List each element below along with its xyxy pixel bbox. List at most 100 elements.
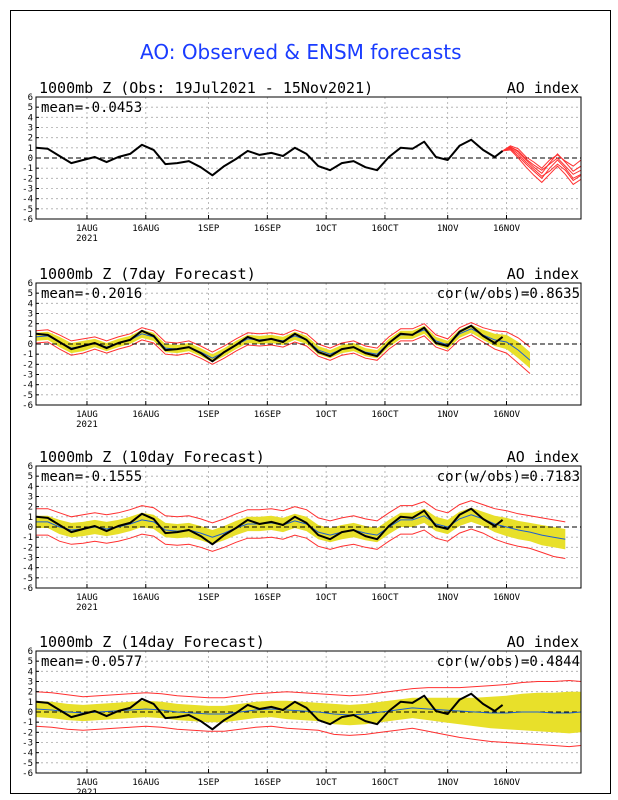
y-tick-label: 6 xyxy=(28,462,33,472)
ensemble-mean-line xyxy=(36,514,566,540)
observed-line xyxy=(36,138,504,177)
x-tick-label: 1OCT xyxy=(315,410,337,420)
y-tick-label: -3 xyxy=(22,371,33,381)
y-tick-label: -1 xyxy=(22,718,33,728)
x-tick-label: 16SEP xyxy=(254,410,282,420)
x-tick-label: 1NOV xyxy=(437,778,459,788)
panel-right-label: AO index xyxy=(507,265,579,283)
x-tick-label: 16AUG xyxy=(132,778,159,788)
y-tick-label: 2 xyxy=(28,320,33,330)
correlation-label: cor(w/obs)=0.7183 xyxy=(437,469,580,485)
ensemble-spread-band xyxy=(36,691,581,734)
x-tick-label: 16NOV xyxy=(493,778,521,788)
y-tick-label: -5 xyxy=(22,574,33,584)
y-tick-label: -6 xyxy=(22,584,33,594)
y-tick-label: -3 xyxy=(22,739,33,749)
y-tick-label: 5 xyxy=(28,472,33,482)
ensemble-member-line xyxy=(502,147,581,182)
y-tick-label: -6 xyxy=(22,401,33,411)
mean-label: mean=-0.1555 xyxy=(41,469,142,485)
x-tick-label: 1SEP xyxy=(198,410,220,420)
y-tick-label: -5 xyxy=(22,391,33,401)
x-tick-label: 1OCT xyxy=(315,593,337,603)
y-tick-label: -1 xyxy=(22,164,33,174)
ensemble-member-line xyxy=(502,146,581,175)
plot-area xyxy=(36,138,581,186)
y-tick-label: 1 xyxy=(28,513,33,523)
x-tick-label: 1NOV xyxy=(437,593,459,603)
y-tick-label: 4 xyxy=(28,667,33,677)
y-tick-label: 4 xyxy=(28,299,33,309)
y-tick-label: -2 xyxy=(22,543,33,553)
y-tick-label: 2 xyxy=(28,688,33,698)
x-tick-label: 16OCT xyxy=(371,224,399,234)
plot-area xyxy=(36,322,581,374)
y-tick-label: 5 xyxy=(28,103,33,113)
x-tick-label: 1AUG xyxy=(76,593,98,603)
x-tick-label: 16AUG xyxy=(132,593,159,603)
y-tick-label: 1 xyxy=(28,330,33,340)
x-tick-label: 16NOV xyxy=(493,224,521,234)
x-tick-label: 16OCT xyxy=(371,410,399,420)
y-tick-label: 2 xyxy=(28,503,33,513)
figure-title: AO: Observed & ENSM forecasts xyxy=(140,40,462,64)
panel-title: 1000mb Z (14day Forecast) xyxy=(39,633,265,651)
ensemble-spread-band xyxy=(36,324,530,369)
figure-frame: AO: Observed & ENSM forecasts 1000mb Z (… xyxy=(10,10,611,798)
ensemble-min-line xyxy=(36,528,566,559)
observed-line xyxy=(36,324,504,363)
y-tick-label: -3 xyxy=(22,185,33,195)
y-tick-label: -1 xyxy=(22,350,33,360)
x-tick-label: 1SEP xyxy=(198,593,220,603)
x-tick-label: 1NOV xyxy=(437,410,459,420)
y-tick-label: 1 xyxy=(28,144,33,154)
y-tick-label: -6 xyxy=(22,769,33,779)
ensemble-member-line xyxy=(502,149,581,186)
y-tick-label: 0 xyxy=(28,523,33,533)
ensemble-max-line xyxy=(36,322,531,353)
x-tick-label: 16OCT xyxy=(371,778,399,788)
chart-panel-2: 1000mb Z (7day Forecast) AO index mean=-0.… xyxy=(22,265,582,430)
y-tick-label: 0 xyxy=(28,708,33,718)
x-year-label: 2021 xyxy=(76,788,98,793)
x-tick-label: 1AUG xyxy=(76,224,98,234)
x-tick-label: 1OCT xyxy=(315,224,337,234)
y-tick-label: -5 xyxy=(22,205,33,215)
x-tick-label: 1NOV xyxy=(437,224,459,234)
panel-right-label: AO index xyxy=(507,79,579,97)
panel-right-label: AO index xyxy=(507,448,579,466)
x-year-label: 2021 xyxy=(76,420,98,430)
ensemble-member-line xyxy=(502,146,581,175)
y-tick-label: 3 xyxy=(28,310,33,320)
y-tick-label: 6 xyxy=(28,647,33,657)
ensemble-min-line xyxy=(36,334,531,374)
x-tick-label: 16AUG xyxy=(132,224,159,234)
y-tick-label: 4 xyxy=(28,113,33,123)
ensemble-max-line xyxy=(36,679,581,699)
y-tick-label: 0 xyxy=(28,154,33,164)
y-tick-label: -2 xyxy=(22,728,33,738)
y-tick-label: -2 xyxy=(22,174,33,184)
x-tick-label: 1AUG xyxy=(76,410,98,420)
mean-label: mean=-0.0577 xyxy=(41,654,142,670)
plot-area xyxy=(36,679,581,748)
chart-panel-1: 1000mb Z (Obs: 19Jul2021 - 15Nov2021) AO … xyxy=(22,79,582,244)
x-tick-label: 16SEP xyxy=(254,593,282,603)
y-tick-label: 4 xyxy=(28,482,33,492)
ensemble-spread-band xyxy=(36,507,566,550)
x-tick-label: 16OCT xyxy=(371,593,399,603)
x-tick-label: 16SEP xyxy=(254,778,282,788)
y-tick-label: -4 xyxy=(22,749,33,759)
ensemble-member-line xyxy=(502,145,581,169)
y-tick-label: 3 xyxy=(28,678,33,688)
y-tick-label: 5 xyxy=(28,657,33,667)
x-tick-label: 1SEP xyxy=(198,224,220,234)
ensemble-max-line xyxy=(36,500,566,524)
y-tick-label: -5 xyxy=(22,759,33,769)
panel-title: 1000mb Z (Obs: 19Jul2021 - 15Nov2021) xyxy=(39,79,373,97)
ensemble-min-line xyxy=(36,725,581,748)
panel-title: 1000mb Z (10day Forecast) xyxy=(39,448,265,466)
x-year-label: 2021 xyxy=(76,234,98,244)
y-tick-label: -6 xyxy=(22,215,33,225)
y-tick-label: -4 xyxy=(22,381,33,391)
